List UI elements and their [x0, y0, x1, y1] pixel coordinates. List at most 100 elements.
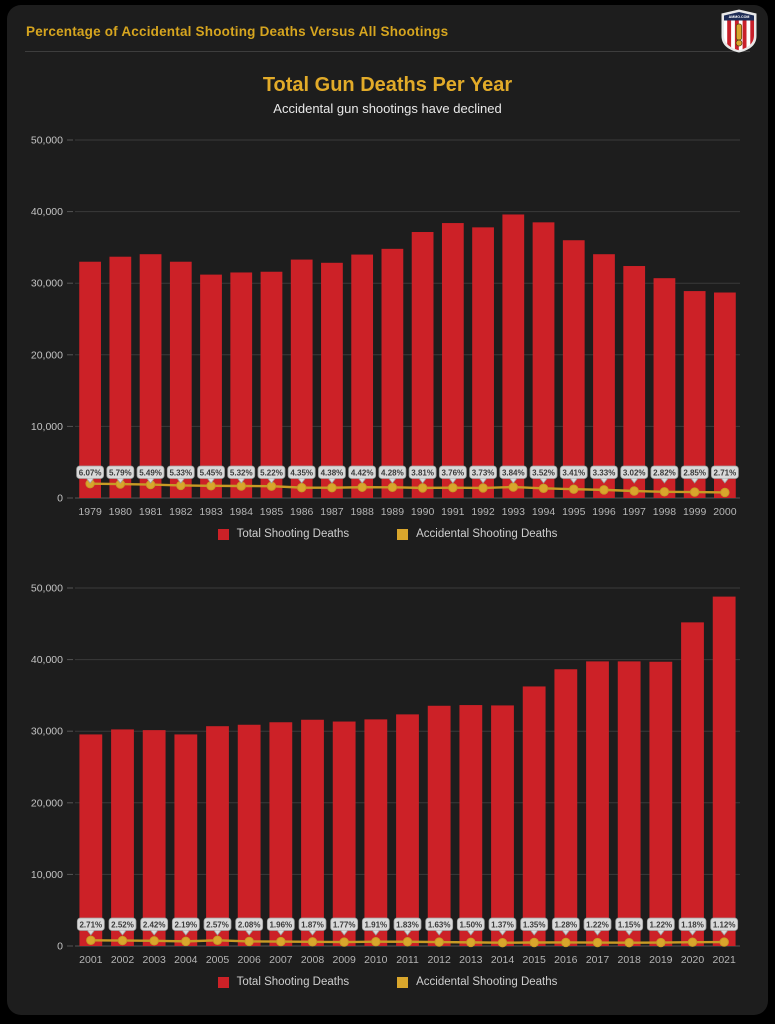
point-2021[interactable] [719, 937, 729, 947]
point-2001[interactable] [86, 935, 96, 945]
bar-2020[interactable] [681, 622, 704, 946]
point-2015[interactable] [529, 937, 539, 948]
point-2006[interactable] [244, 936, 254, 947]
bar-2000[interactable] [714, 292, 736, 498]
bar-1980[interactable] [109, 256, 132, 498]
bar-2019[interactable] [649, 661, 673, 946]
point-2009[interactable] [339, 937, 349, 947]
point-1988[interactable] [357, 482, 367, 492]
bar-1983[interactable] [200, 274, 222, 498]
legend-label-accidental: Accidental Shooting Deaths [416, 528, 558, 540]
point-2000[interactable] [720, 487, 730, 498]
ammo-logo[interactable]: AMMO.COM [721, 9, 757, 53]
bar-1997[interactable] [623, 266, 646, 498]
bar-2004[interactable] [174, 734, 198, 946]
legend-item-accidental-2[interactable]: Accidental Shooting Deaths [397, 976, 557, 988]
x-tick-label-2007: 2007 [269, 954, 293, 966]
point-1995[interactable] [569, 484, 579, 494]
bar-2006[interactable] [237, 724, 261, 946]
bar-1987[interactable] [321, 262, 343, 498]
point-1997[interactable] [629, 486, 639, 496]
point-2010[interactable] [371, 936, 381, 947]
bar-2002[interactable] [111, 729, 134, 946]
legend-item-accidental[interactable]: Accidental Shooting Deaths [397, 528, 557, 540]
bar-1991[interactable] [441, 223, 464, 498]
bar-2005[interactable] [206, 726, 229, 946]
bar-2018[interactable] [617, 661, 641, 946]
point-1989[interactable] [387, 482, 398, 493]
point-1987[interactable] [327, 482, 337, 493]
bar-1993[interactable] [502, 214, 525, 498]
bar-2013[interactable] [459, 705, 483, 946]
bar-1985[interactable] [260, 271, 283, 498]
pct-chip-pointer [418, 478, 427, 484]
point-2003[interactable] [149, 936, 159, 946]
bar-2003[interactable] [142, 730, 166, 946]
point-2011[interactable] [402, 937, 413, 947]
point-2004[interactable] [181, 936, 191, 947]
pct-label-1995: 3.41% [562, 468, 585, 477]
bar-2012[interactable] [427, 705, 451, 946]
point-1986[interactable] [297, 482, 307, 493]
point-2012[interactable] [434, 937, 444, 947]
bar-2007[interactable] [269, 722, 293, 946]
bar-2014[interactable] [491, 705, 514, 946]
bar-2015[interactable] [522, 686, 546, 946]
bar-2009[interactable] [332, 721, 356, 946]
bar-1988[interactable] [351, 254, 374, 498]
point-1994[interactable] [538, 483, 549, 493]
bar-1981[interactable] [139, 254, 162, 498]
point-1992[interactable] [478, 483, 488, 493]
point-2007[interactable] [276, 936, 286, 947]
pct-label-1997: 3.02% [623, 468, 646, 477]
pct-label-2010: 1.91% [364, 920, 387, 929]
bar-2011[interactable] [396, 714, 419, 946]
point-1996[interactable] [599, 485, 609, 495]
bar-2021[interactable] [712, 596, 736, 946]
x-tick-label-2012: 2012 [427, 954, 451, 966]
bar-1989[interactable] [381, 248, 404, 498]
point-2019[interactable] [656, 937, 666, 948]
pct-chip-pointer [388, 478, 397, 484]
pct-label-1982: 5.33% [169, 468, 192, 477]
bar-1999[interactable] [683, 291, 706, 498]
point-2005[interactable] [212, 935, 223, 946]
point-2018[interactable] [624, 938, 634, 948]
bar-1996[interactable] [593, 254, 615, 498]
bar-2017[interactable] [586, 661, 609, 946]
point-2008[interactable] [307, 937, 318, 947]
bar-1995[interactable] [562, 240, 585, 498]
pct-chip-pointer [435, 930, 443, 936]
bar-1994[interactable] [532, 222, 555, 498]
bar-1982[interactable] [169, 261, 192, 498]
bar-1990[interactable] [411, 232, 434, 499]
point-1999[interactable] [689, 487, 700, 497]
bar-1998[interactable] [653, 278, 676, 498]
bar-1979[interactable] [79, 261, 101, 498]
bar-2016[interactable] [554, 669, 578, 946]
point-2002[interactable] [117, 935, 128, 946]
x-tick-label-2010: 2010 [364, 954, 388, 966]
point-1990[interactable] [417, 483, 428, 493]
bar-2001[interactable] [79, 734, 103, 946]
point-2013[interactable] [466, 937, 476, 948]
legend-item-total[interactable]: Total Shooting Deaths [217, 528, 349, 540]
point-1998[interactable] [659, 487, 670, 497]
bar-1992[interactable] [472, 227, 494, 498]
bar-2010[interactable] [364, 719, 388, 946]
bar-2008[interactable] [301, 719, 324, 946]
pct-chip-pointer [625, 930, 633, 936]
point-1993[interactable] [508, 482, 518, 492]
point-2017[interactable] [592, 937, 603, 948]
y-tick-label: 20,000 [31, 349, 63, 361]
legend-item-total-2[interactable]: Total Shooting Deaths [217, 976, 350, 988]
bar-1984[interactable] [230, 272, 253, 498]
point-1991[interactable] [448, 482, 458, 493]
y-tick-label: 40,000 [31, 654, 63, 666]
pct-label-2004: 2.19% [174, 920, 197, 929]
bar-1986[interactable] [290, 259, 313, 498]
point-2014[interactable] [497, 938, 508, 948]
point-2020[interactable] [687, 937, 698, 947]
legend-label-total-2: Total Shooting Deaths [236, 976, 350, 988]
point-2016[interactable] [561, 937, 571, 948]
